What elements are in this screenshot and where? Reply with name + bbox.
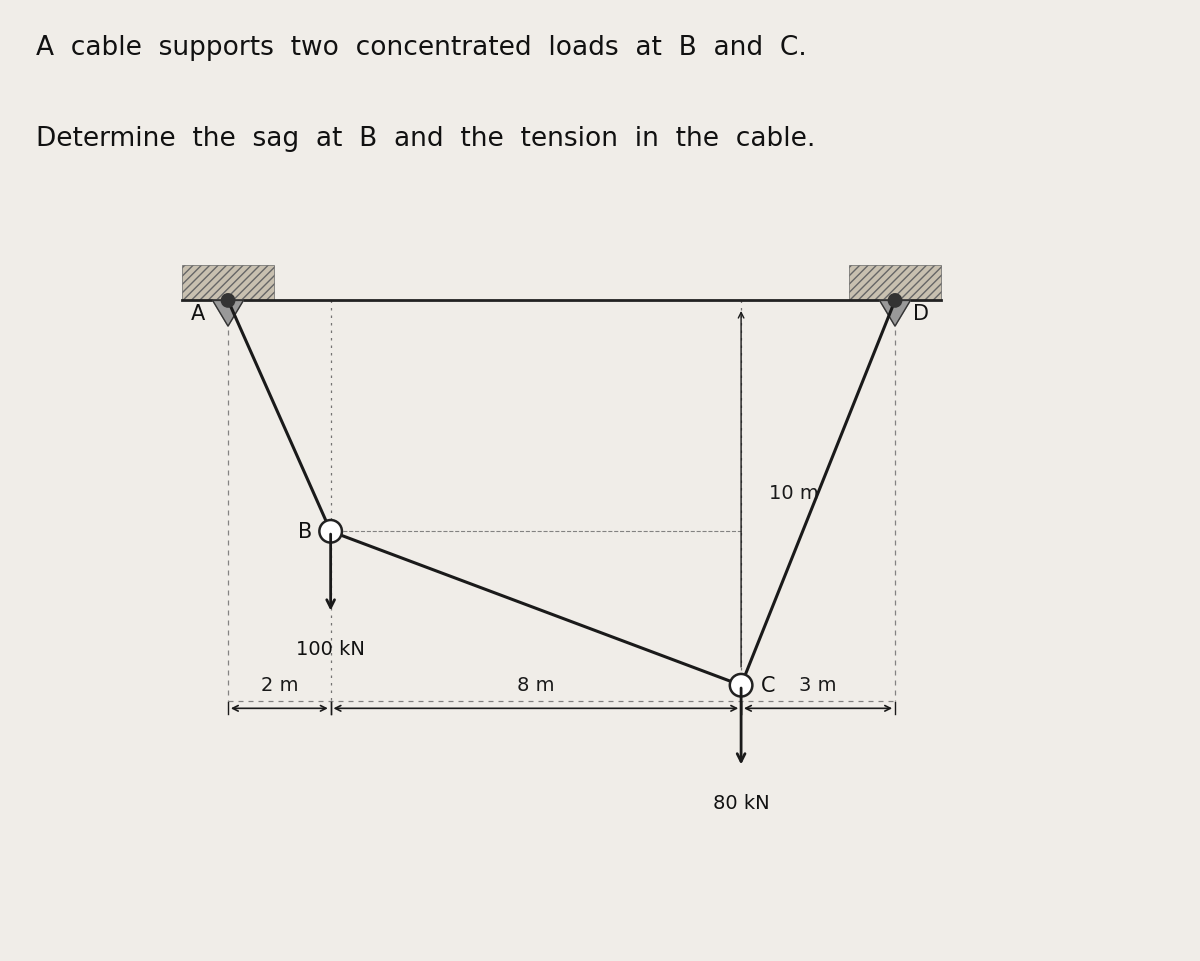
Text: A: A	[191, 304, 205, 324]
Polygon shape	[880, 301, 911, 327]
Text: B: B	[298, 522, 312, 542]
Text: A  cable  supports  two  concentrated  loads  at  B  and  C.: A cable supports two concentrated loads …	[36, 36, 806, 62]
Circle shape	[319, 521, 342, 543]
Circle shape	[730, 675, 752, 697]
Text: 10 m: 10 m	[769, 483, 820, 503]
Bar	[848, 265, 941, 301]
Polygon shape	[212, 301, 244, 327]
Text: 3 m: 3 m	[799, 676, 836, 694]
Circle shape	[221, 294, 235, 308]
Text: Determine  the  sag  at  B  and  the  tension  in  the  cable.: Determine the sag at B and the tension i…	[36, 125, 815, 152]
Text: C: C	[761, 676, 775, 696]
Circle shape	[888, 294, 901, 308]
Text: 8 m: 8 m	[517, 676, 554, 694]
Text: D: D	[913, 304, 929, 324]
Text: 100 kN: 100 kN	[296, 639, 365, 658]
Text: 2 m: 2 m	[260, 676, 298, 694]
Bar	[182, 265, 275, 301]
Text: 80 kN: 80 kN	[713, 793, 769, 812]
